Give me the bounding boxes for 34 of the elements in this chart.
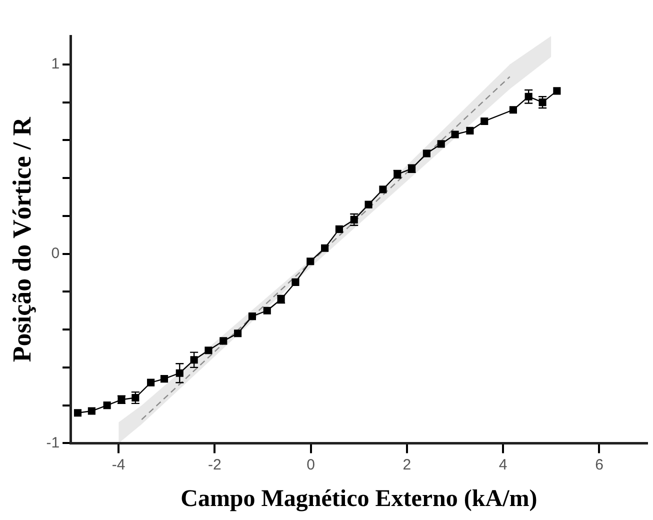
point (451, 130, 459, 138)
x-tick-label: -4 (112, 456, 126, 474)
point (160, 375, 168, 383)
point (466, 126, 474, 134)
point (437, 140, 445, 148)
x-tick-label: 0 (306, 456, 316, 474)
point (204, 346, 212, 354)
y-tick-label: 0 (51, 244, 60, 262)
point (553, 87, 561, 95)
point (335, 225, 343, 233)
point (88, 407, 96, 415)
point (480, 117, 488, 126)
point (220, 337, 228, 345)
point (74, 409, 82, 417)
point (234, 330, 242, 338)
y-axis-title: Posição do Vórtice / R (7, 116, 36, 362)
point (292, 278, 300, 286)
y-tick-label: 1 (51, 56, 60, 73)
point (103, 402, 111, 410)
point (422, 150, 430, 158)
x-tick-label: -2 (208, 456, 222, 474)
y-tick-label: -1 (46, 434, 60, 452)
x-tick-label: 4 (498, 456, 508, 474)
point (306, 258, 314, 266)
point (509, 106, 517, 114)
x-tick-label: 6 (595, 456, 604, 474)
point (147, 378, 155, 386)
point (248, 312, 256, 320)
point (263, 306, 271, 314)
point (321, 244, 329, 252)
point (379, 186, 387, 194)
point (364, 200, 372, 208)
x-axis-title: Campo Magnético Externo (kA/m) (180, 486, 538, 512)
x-tick-label: 2 (402, 456, 412, 474)
